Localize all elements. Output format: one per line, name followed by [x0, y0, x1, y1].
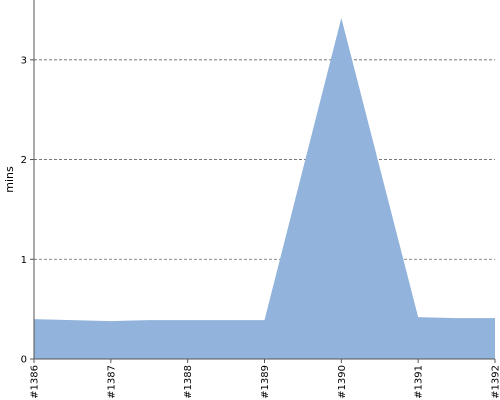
x-axis-ticks: #1386 #1387 #1388 #1389 #1390 #1391 #1392: [30, 359, 500, 399]
x-tick-label: #1390: [337, 365, 348, 399]
x-tick-label: #1392: [491, 365, 500, 399]
axes: [33, 0, 495, 360]
x-tick-label: #1386: [30, 365, 41, 399]
x-tick-label: #1389: [260, 365, 271, 399]
y-axis-label: mins: [3, 166, 16, 193]
y-tick-label: 3: [21, 55, 27, 66]
y-tick-label: 1: [21, 255, 27, 266]
grid-lines: [34, 59, 495, 260]
area-series: [34, 17, 495, 359]
x-tick-label: #1388: [183, 365, 194, 399]
y-axis-ticks: 0 1 2 3: [21, 55, 34, 366]
y-tick-label: 0: [21, 355, 27, 366]
x-tick-label: #1391: [414, 365, 425, 399]
y-tick-label: 2: [21, 155, 27, 166]
x-tick-label: #1387: [106, 365, 117, 399]
